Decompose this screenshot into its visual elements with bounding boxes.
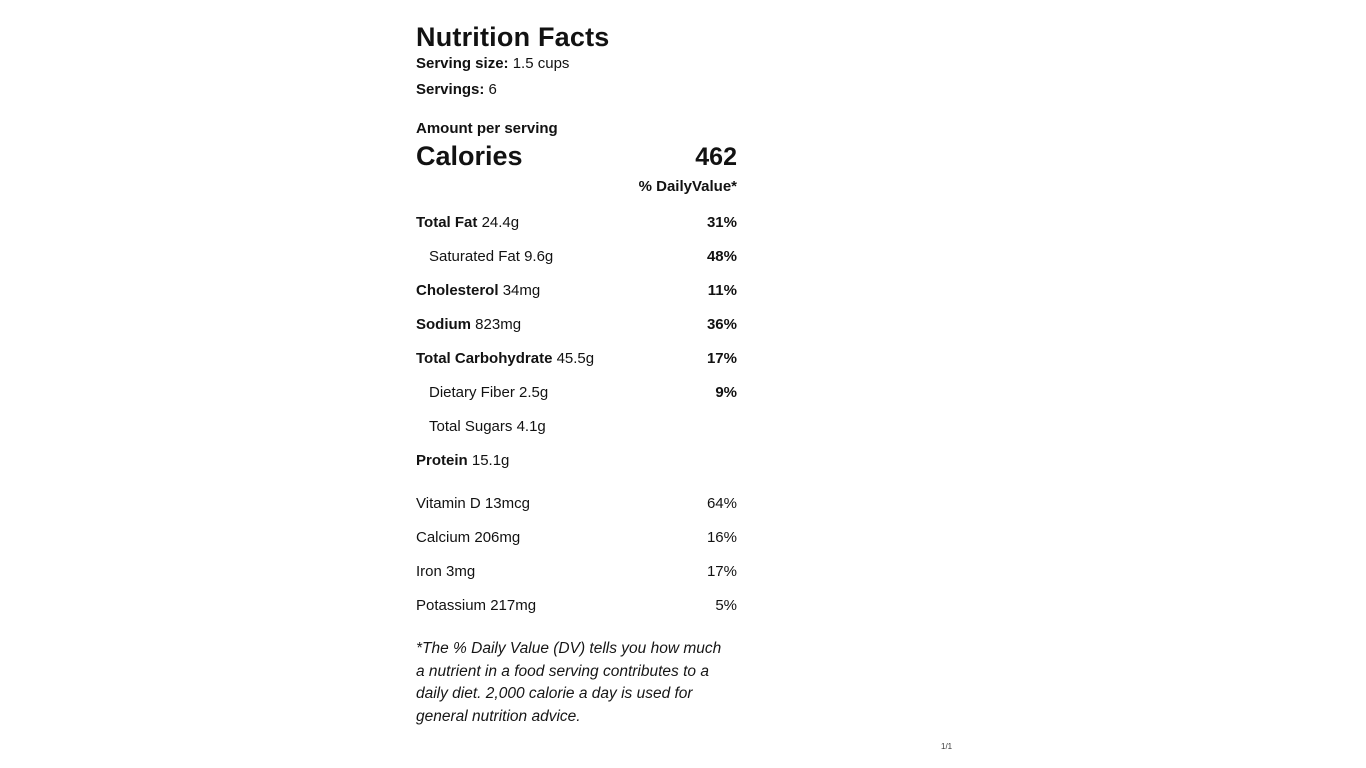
nutrient-dv: 36%: [706, 316, 737, 333]
nutrient-row-cholesterol: Cholesterol 34mg 11%: [416, 283, 737, 299]
micronutrient-dv: 17%: [706, 563, 737, 580]
nutrition-label: Nutrition Facts Serving size: 1.5 cups S…: [416, 22, 737, 729]
micronutrient-amount: 217mg: [490, 597, 537, 614]
nutrition-facts-title: Nutrition Facts: [416, 22, 610, 52]
micronutrient-amount: 3mg: [446, 563, 476, 580]
nutrient-row-total-carbohydrate: Total Carbohydrate 45.5g 17%: [416, 351, 737, 367]
micronutrient-dv: 16%: [706, 529, 737, 546]
micronutrient-row-vitamin-d: Vitamin D 13mcg 64%: [416, 496, 737, 512]
nutrient-dv: 48%: [706, 248, 737, 265]
micronutrient-rows: Vitamin D 13mcg 64% Calcium 206mg 16% Ir…: [416, 496, 737, 614]
nutrient-amount: 45.5g: [556, 350, 595, 367]
calories-label: Calories: [416, 141, 523, 171]
nutrient-name: Total Fat: [416, 214, 478, 231]
micronutrient-row-calcium: Calcium 206mg 16%: [416, 530, 737, 546]
micronutrient-name: Potassium: [416, 597, 487, 614]
micronutrient-amount: 13mcg: [484, 495, 530, 512]
servings-line: Servings: 6: [416, 81, 737, 98]
nutrient-name: Saturated Fat: [429, 248, 520, 265]
serving-size-line: Serving size: 1.5 cups: [416, 55, 737, 72]
micronutrient-name: Iron: [416, 563, 442, 580]
amount-per-serving-label: Amount per serving: [416, 120, 558, 137]
micronutrient-name: Vitamin D: [416, 495, 481, 512]
nutrient-name: Cholesterol: [416, 282, 499, 299]
calories-value: 462: [695, 143, 737, 171]
nutrient-row-dietary-fiber: Dietary Fiber 2.5g 9%: [416, 385, 737, 401]
servings-value: 6: [488, 81, 497, 98]
nutrient-row-total-sugars: Total Sugars 4.1g: [416, 419, 737, 435]
nutrient-dv: 31%: [706, 214, 737, 231]
nutrient-name: Dietary Fiber: [429, 384, 515, 401]
nutrient-amount: 823mg: [475, 316, 522, 333]
micronutrient-amount: 206mg: [474, 529, 521, 546]
nutrient-amount: 2.5g: [519, 384, 549, 401]
nutrient-rows: Total Fat 24.4g 31% Saturated Fat 9.6g 4…: [416, 215, 737, 469]
nutrient-dv: 11%: [707, 282, 737, 299]
micronutrient-name: Calcium: [416, 529, 471, 546]
nutrient-name: Total Carbohydrate: [416, 350, 553, 367]
nutrient-row-sodium: Sodium 823mg 36%: [416, 317, 737, 333]
nutrient-amount: 15.1g: [471, 452, 510, 469]
nutrient-name: Sodium: [416, 316, 471, 333]
micronutrient-row-iron: Iron 3mg 17%: [416, 564, 737, 580]
nutrient-dv: 9%: [715, 384, 737, 401]
page-indicator: 1/1: [941, 742, 953, 751]
serving-size-label: Serving size:: [416, 55, 509, 72]
calories-row: Calories 462: [416, 140, 737, 172]
nutrient-amount: 4.1g: [516, 418, 546, 435]
nutrient-row-protein: Protein 15.1g: [416, 453, 737, 469]
micronutrient-dv: 64%: [706, 495, 737, 512]
serving-size-value: 1.5 cups: [512, 55, 570, 72]
servings-label: Servings:: [416, 81, 485, 98]
nutrient-row-total-fat: Total Fat 24.4g 31%: [416, 215, 737, 231]
nutrient-row-saturated-fat: Saturated Fat 9.6g 48%: [416, 249, 737, 265]
daily-value-footnote: *The % Daily Value (DV) tells you how mu…: [416, 640, 722, 726]
micronutrient-row-potassium: Potassium 217mg 5%: [416, 598, 737, 614]
micronutrient-dv: 5%: [715, 597, 737, 614]
nutrient-name: Protein: [416, 452, 468, 469]
nutrient-name: Total Sugars: [429, 418, 513, 435]
nutrient-amount: 9.6g: [524, 248, 554, 265]
nutrient-dv: 17%: [706, 350, 737, 367]
nutrient-amount: 34mg: [502, 282, 541, 299]
nutrient-amount: 24.4g: [481, 214, 520, 231]
daily-value-header: % DailyValue*: [638, 178, 737, 195]
